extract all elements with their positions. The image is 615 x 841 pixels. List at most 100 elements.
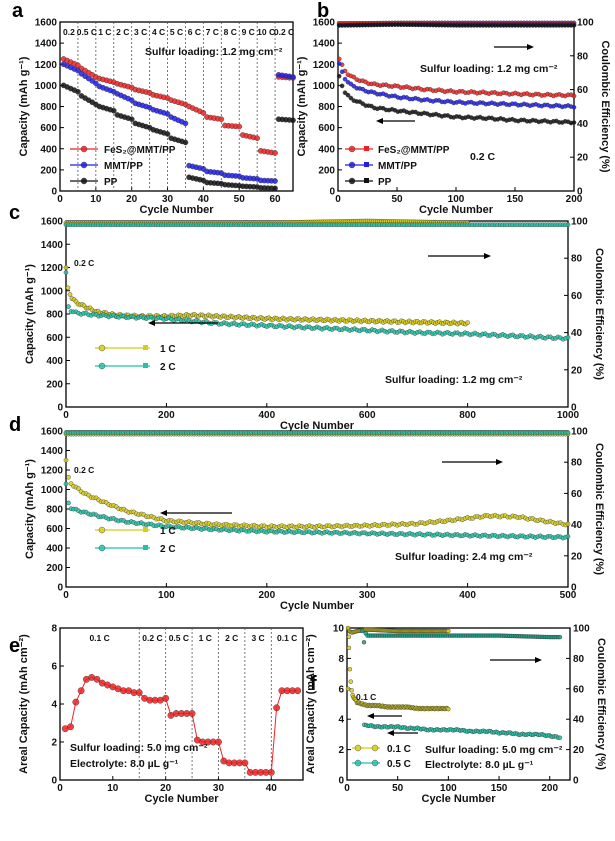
data-point [236,123,243,130]
legend-marker [98,344,106,352]
y-tick-label: 600 [46,524,63,535]
arrowhead [367,713,374,719]
data-point [273,704,280,712]
legend-entry: 2 C [160,362,176,373]
legend-marker-ce [143,527,148,532]
plot-frame [65,430,569,588]
annotation: Sulfur loading: 2.4 mg cm⁻² [395,551,533,563]
legend-entry: 0.5 C [387,759,411,770]
panel-label: f [310,673,317,695]
rate-label: 1 C [98,27,111,37]
data-point [110,107,117,114]
y2-tick-label: 80 [571,458,583,469]
y2-tick-label: 20 [571,551,583,562]
y-tick-label: 800 [46,505,63,516]
rate-label: 10 C [257,27,275,37]
y-tick-label: 1600 [35,18,58,29]
y-tick-label: 1200 [41,466,64,477]
data-point [128,116,135,122]
data-point [446,706,451,712]
x-tick-label: 10 [107,783,119,794]
series-0 [61,674,302,776]
panel-label: d [9,414,21,436]
data-point [345,625,351,631]
y-tick-label: 1000 [35,81,58,92]
y2-axis-label: Coulombic Efficiency (%) [593,443,605,575]
rate-label: 0.5 C [169,633,189,643]
data-point [267,769,275,776]
x-tick-label: 20 [160,783,172,794]
series-3 [63,430,571,435]
data-point [162,694,170,702]
series-3 [63,222,571,228]
x-tick-label: 0 [344,783,350,794]
y-axis-label: Capacity (mAh g⁻¹) [24,264,36,364]
y2-tick-label: 100 [571,217,588,228]
data-point [182,120,189,127]
y-tick-label: 600 [318,123,335,134]
data-point [565,521,571,527]
y-tick-label: 200 [46,563,63,574]
data-point [342,90,348,96]
legend-entry: PP [378,177,392,188]
y-tick-label: 6 [51,662,57,673]
x-tick-label: 0 [335,194,341,205]
data-point [67,723,74,731]
data-point [135,689,143,696]
y-tick-label: 1200 [35,60,58,71]
panel-label: b [317,0,329,22]
rate-label: 0.2 [63,27,75,37]
data-point [565,430,571,435]
y-tick-label: 200 [318,165,335,176]
data-point [76,486,81,491]
legend-entry: 0.1 C [387,744,411,755]
annotation: Sulfur loading: 1.2 mg cm⁻² [420,63,558,75]
rate-label: 0.1 C [89,633,109,643]
legend-marker [354,759,362,767]
y-tick-label: 800 [318,102,335,113]
x-axis-label: Cycle Number [280,600,355,612]
x-tick-label: 20 [126,194,138,205]
x-tick-label: 1000 [557,410,580,421]
legend-entry: FeS₂@MMT/PP [104,145,176,156]
y-tick-label: 1400 [313,39,336,50]
y2-tick-label: 100 [577,18,594,29]
y2-tick-label: 0 [573,776,579,787]
y-axis-label: Areal Capacity (mAh cm⁻²) [18,634,30,774]
x-tick-label: 10 [90,194,102,205]
x-tick-label: 200 [258,590,275,601]
y-tick-label: 0 [329,187,335,198]
data-point [66,500,71,506]
data-point [218,116,225,122]
series-1 [63,270,571,342]
data-point [93,675,101,683]
x-tick-label: 50 [234,194,246,205]
data-point [571,104,577,110]
y2-tick-label: 60 [571,291,583,302]
data-point [63,457,69,463]
series-0 [60,56,296,156]
y2-tick-label: 60 [577,85,589,96]
y-tick-label: 600 [40,123,57,134]
data-point [565,222,571,228]
data-point [63,481,69,487]
annotation-rate: 0.1 C [356,692,376,702]
y-tick-label: 6 [338,684,344,695]
annotation: Sulfur loading: 1.2 mg cm⁻² [385,374,523,386]
y-tick-label: 800 [46,310,63,321]
rate-label: 2 C [116,27,129,37]
y-tick-label: 2 [51,738,57,749]
data-point [75,67,81,74]
x-tick-label: 600 [359,410,376,421]
rate-label: 0.1 C [277,633,297,643]
y2-tick-label: 0 [571,583,577,594]
data-point [339,83,345,89]
rate-label: 0.5 C [77,27,97,37]
legend-entry: 2 C [160,544,176,555]
panel-d: 0 100 200 300 400 500020040060080010001200140… [9,414,605,612]
data-point [345,686,351,691]
annotation-electrolyte: Electrolyte: 8.0 µL g⁻¹ [70,758,179,770]
y2-tick-label: 80 [573,654,585,665]
annotation-rate: 0.2 C [74,258,94,268]
